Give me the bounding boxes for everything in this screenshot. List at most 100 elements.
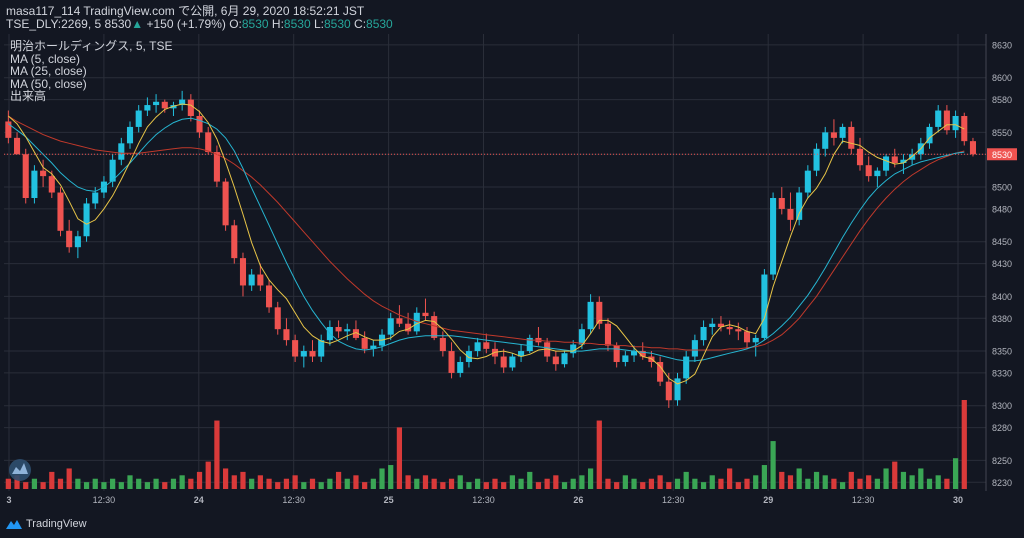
volume-bar <box>718 478 724 489</box>
volume-bar <box>926 478 933 489</box>
volume-bar <box>110 478 116 489</box>
legend-ma25[interactable]: MA (25, close) <box>10 64 87 79</box>
candle-body <box>40 170 47 177</box>
volume-bar <box>527 471 533 489</box>
volume-bar <box>144 482 150 489</box>
candle-body <box>796 192 803 220</box>
volume-bar <box>483 482 489 489</box>
volume-bar <box>92 478 98 489</box>
candle-body <box>552 356 559 365</box>
volume-bar <box>66 468 72 489</box>
y-tick-label: 8230 <box>992 478 1012 488</box>
ma5-line <box>7 103 965 385</box>
candle-body <box>500 356 507 368</box>
volume-bar <box>75 478 81 489</box>
legend-ma5[interactable]: MA (5, close) <box>10 51 81 66</box>
candle-body <box>639 351 646 357</box>
candle-body <box>22 154 29 198</box>
x-tick-label: 12:30 <box>662 495 685 505</box>
candle-body <box>865 165 872 177</box>
volume-bar <box>883 468 889 489</box>
candle-body <box>83 203 90 237</box>
volume-bar <box>475 478 481 489</box>
candle-body <box>674 378 681 401</box>
y-tick-label: 8600 <box>992 73 1012 83</box>
indicator-legend: 明治ホールディングス, 5, TSE MA (5, close) MA (25,… <box>10 40 173 103</box>
volume-bar <box>779 471 785 489</box>
volume-bar <box>457 475 463 489</box>
volume-bars <box>5 400 967 489</box>
candlesticks <box>5 90 977 408</box>
candle-body <box>153 101 160 106</box>
chart-area[interactable]: 8630 8600 8580 8550 8530 8500 8480 8450 8430 8400… <box>0 34 1024 507</box>
symbol-label: TSE_DLY:2269, 5 <box>6 17 102 31</box>
candle-body <box>883 156 890 171</box>
y-tick-label: 8400 <box>992 292 1012 302</box>
candle-body <box>969 141 977 155</box>
volume-bar <box>909 475 915 489</box>
y-tick-label: 8380 <box>992 314 1012 324</box>
volume-bar <box>344 478 350 489</box>
candle-body <box>266 285 273 308</box>
up-arrow-icon: ▲ <box>131 17 144 31</box>
candle-body <box>943 110 950 131</box>
volume-bar <box>857 478 863 489</box>
candle-body <box>787 208 794 220</box>
candle-body <box>839 126 846 138</box>
y-tick-label: 8300 <box>992 401 1012 411</box>
last-price: 8530 <box>104 17 132 31</box>
candle-body <box>396 318 403 324</box>
candle-body <box>66 230 73 248</box>
current-price-label: 8530 <box>992 150 1012 160</box>
candle-body <box>335 327 342 332</box>
volume-bar <box>692 478 698 489</box>
volume-bar <box>353 475 359 489</box>
volume-bar <box>700 482 707 489</box>
volume-bar <box>813 471 820 489</box>
volume-bar <box>222 468 229 489</box>
volume-bar <box>822 475 828 489</box>
volume-bar <box>431 478 437 489</box>
volume-bar <box>796 468 802 489</box>
candle-body <box>344 329 351 332</box>
candle-body <box>309 351 316 357</box>
volume-bar <box>440 482 446 489</box>
volume-bar <box>301 482 307 489</box>
close-value: 8530 <box>366 17 393 31</box>
candle-body <box>804 170 811 193</box>
publish-info: masa117_114 TradingView.com で公開, 6月 29, … <box>6 4 365 18</box>
ma25-line <box>8 117 965 362</box>
plot-background <box>0 34 1024 507</box>
grid-lines <box>0 34 1024 507</box>
volume-bar <box>509 475 515 489</box>
volume-bar <box>170 478 177 489</box>
candle-body <box>5 121 12 138</box>
candle-body <box>726 327 733 330</box>
volume-bar <box>553 475 559 489</box>
volume-bar <box>640 482 646 489</box>
y-tick-label: 8550 <box>992 128 1012 138</box>
volume-bar <box>805 478 811 489</box>
volume-bar <box>40 482 46 489</box>
x-tick-label: 12:30 <box>472 495 495 505</box>
y-tick-label: 8580 <box>992 95 1012 105</box>
volume-bar <box>249 478 255 489</box>
volume-bar <box>492 478 498 489</box>
candle-body <box>239 258 247 286</box>
candle-body <box>665 381 672 401</box>
price-chart[interactable]: 8630 8600 8580 8550 8530 8500 8480 8450 8430 8400… <box>0 34 1024 507</box>
candle-body <box>709 323 716 328</box>
price-axis: 8630 8600 8580 8550 8530 8500 8480 8450 8430 8400… <box>4 34 1017 491</box>
volume-bar <box>535 482 542 489</box>
volume-bar <box>874 478 880 489</box>
candle-body <box>856 148 864 166</box>
volume-bar <box>570 478 576 489</box>
candle-body <box>717 323 724 328</box>
chart-overlay-icon[interactable] <box>9 459 31 481</box>
candle-body <box>405 323 412 332</box>
legend-volume[interactable]: 出来高 <box>10 89 47 104</box>
legend-ma50[interactable]: MA (50, close) <box>10 76 87 91</box>
volume-bar <box>205 461 211 489</box>
brand[interactable]: TradingView <box>6 518 87 530</box>
high-label: H: <box>271 17 284 31</box>
